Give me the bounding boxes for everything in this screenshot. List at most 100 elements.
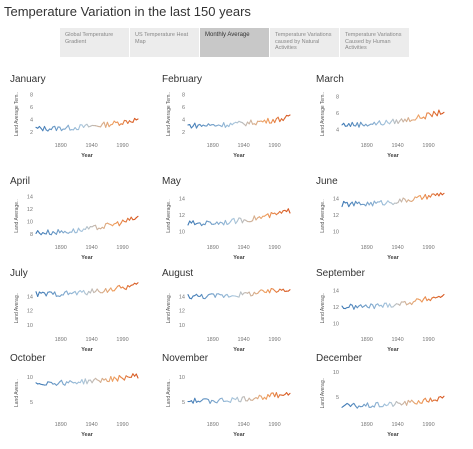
series-line-segment — [123, 375, 127, 381]
series-line-segment — [111, 376, 115, 382]
series-line-segment — [341, 200, 345, 208]
series-line-segment — [267, 117, 271, 124]
month-title: December — [316, 353, 363, 364]
y-tick-label: 4 — [336, 128, 339, 134]
series-line-segment — [257, 394, 260, 400]
y-tick-label: 10 — [333, 322, 339, 328]
series-line-segment — [383, 119, 387, 125]
x-tick-label: 1890 — [361, 143, 373, 149]
series-line-segment — [84, 378, 88, 385]
y-tick-label: 12 — [179, 213, 185, 219]
series-line-segment — [406, 399, 409, 406]
y-axis-label: Land Averag.. — [320, 378, 326, 409]
series-line-segment — [221, 397, 225, 402]
month-title: May — [162, 176, 181, 187]
x-tick-label: 1990 — [116, 143, 128, 149]
tab-monthly-average[interactable]: Monthly Average — [200, 28, 270, 57]
series-line-segment — [441, 395, 445, 399]
series-line-segment — [277, 394, 281, 399]
series-line-segment — [385, 302, 389, 308]
series-line-segment — [252, 215, 255, 222]
series-line-segment — [373, 304, 377, 310]
x-axis-label: Year — [81, 153, 93, 159]
series-line-segment — [287, 208, 291, 214]
series-line-segment — [117, 121, 120, 126]
temperature-line-chart: Land Average Tem.. 2 4 6 8 1890 1940 1990 Year — [14, 92, 139, 159]
y-tick-label: 10 — [179, 375, 185, 381]
series-line-segment — [50, 231, 54, 236]
y-tick-label: 14 — [333, 288, 339, 294]
month-title: September — [316, 268, 365, 279]
y-tick-label: 8 — [336, 94, 339, 100]
series-line-segment — [105, 288, 108, 293]
tab-human-activities[interactable]: Temperature Variations Caused by Human A… — [340, 28, 410, 57]
series-line-segment — [241, 219, 245, 224]
series-line-segment — [194, 122, 198, 129]
x-tick-label: 1940 — [392, 422, 404, 428]
series-line-segment — [111, 120, 115, 125]
x-axis-label: Year — [81, 255, 93, 261]
x-tick-label: 1890 — [361, 337, 373, 343]
x-axis-label: Year — [387, 432, 399, 438]
series-line-segment — [260, 395, 264, 400]
y-axis-label: Land Averag.. — [14, 293, 20, 324]
series-line-segment — [436, 396, 440, 402]
series-line-segment — [424, 296, 428, 302]
series-line-segment — [207, 399, 211, 404]
x-tick-label: 1890 — [55, 245, 67, 251]
y-tick-label: 4 — [182, 117, 185, 123]
temperature-line-chart: Land Averag.. 10 12 14 1890 1940 1990 Year — [320, 288, 445, 353]
series-line-segment — [416, 400, 420, 405]
month-title: August — [162, 268, 194, 279]
series-line-segment — [105, 121, 108, 128]
series-line-segment — [55, 229, 59, 235]
x-tick-label: 1890 — [361, 245, 373, 251]
series-line-segment — [120, 219, 124, 224]
y-tick-label: 10 — [179, 323, 185, 329]
y-tick-label: 12 — [333, 305, 339, 311]
series-line-segment — [83, 289, 86, 295]
tab-global-temperature-gradient[interactable]: Global Temperature Gradient — [60, 28, 130, 57]
series-line-segment — [91, 288, 95, 294]
series-line-segment — [377, 401, 380, 408]
tab-us-temperature-heat-map[interactable]: US Temperature Heat Map — [130, 28, 200, 57]
x-tick-label: 1990 — [268, 422, 280, 428]
y-tick-label: 12 — [179, 309, 185, 315]
y-tick-label: 10 — [179, 230, 185, 236]
page-title: Temperature Variation in the last 150 ye… — [4, 4, 251, 19]
series-line-segment — [348, 303, 352, 309]
series-line-segment — [269, 392, 272, 398]
x-tick-label: 1940 — [392, 143, 404, 149]
series-line-segment — [37, 291, 40, 298]
x-tick-label: 1990 — [116, 422, 128, 428]
series-line-segment — [429, 397, 433, 402]
month-title: January — [10, 74, 46, 85]
y-tick-label: 14 — [27, 294, 33, 300]
series-line-segment — [417, 114, 421, 119]
series-line-segment — [201, 293, 204, 300]
temperature-line-chart: Land Average.. 8 10 12 14 1890 1940 1990 Year — [14, 194, 139, 261]
series-line-segment — [343, 122, 346, 127]
series-line-segment — [125, 217, 129, 223]
series-line-segment — [233, 217, 237, 225]
y-axis-label: Land Avera.. — [166, 379, 172, 407]
series-line-segment — [76, 227, 80, 234]
x-axis-label: Year — [387, 153, 399, 159]
y-tick-label: 14 — [333, 196, 339, 202]
series-line-segment — [392, 118, 396, 125]
series-line-segment — [358, 121, 362, 128]
series-line-segment — [287, 392, 291, 396]
series-line-segment — [426, 195, 430, 200]
y-tick-label: 6 — [336, 111, 339, 117]
x-tick-label: 1990 — [268, 337, 280, 343]
tab-natural-activities[interactable]: Temperature Variations caused by Natural… — [270, 28, 340, 57]
x-axis-label: Year — [233, 255, 245, 261]
series-line-segment — [59, 126, 63, 132]
series-line-segment — [125, 284, 129, 291]
y-axis-label: Land Average Tem.. — [166, 92, 172, 136]
series-line-segment — [389, 303, 392, 308]
y-tick-label: 10 — [333, 370, 339, 376]
y-tick-label: 10 — [27, 323, 33, 329]
temperature-line-chart: Land Averag.. 10 12 14 1890 1940 1990 Year — [14, 282, 139, 353]
y-tick-label: 12 — [27, 207, 33, 213]
